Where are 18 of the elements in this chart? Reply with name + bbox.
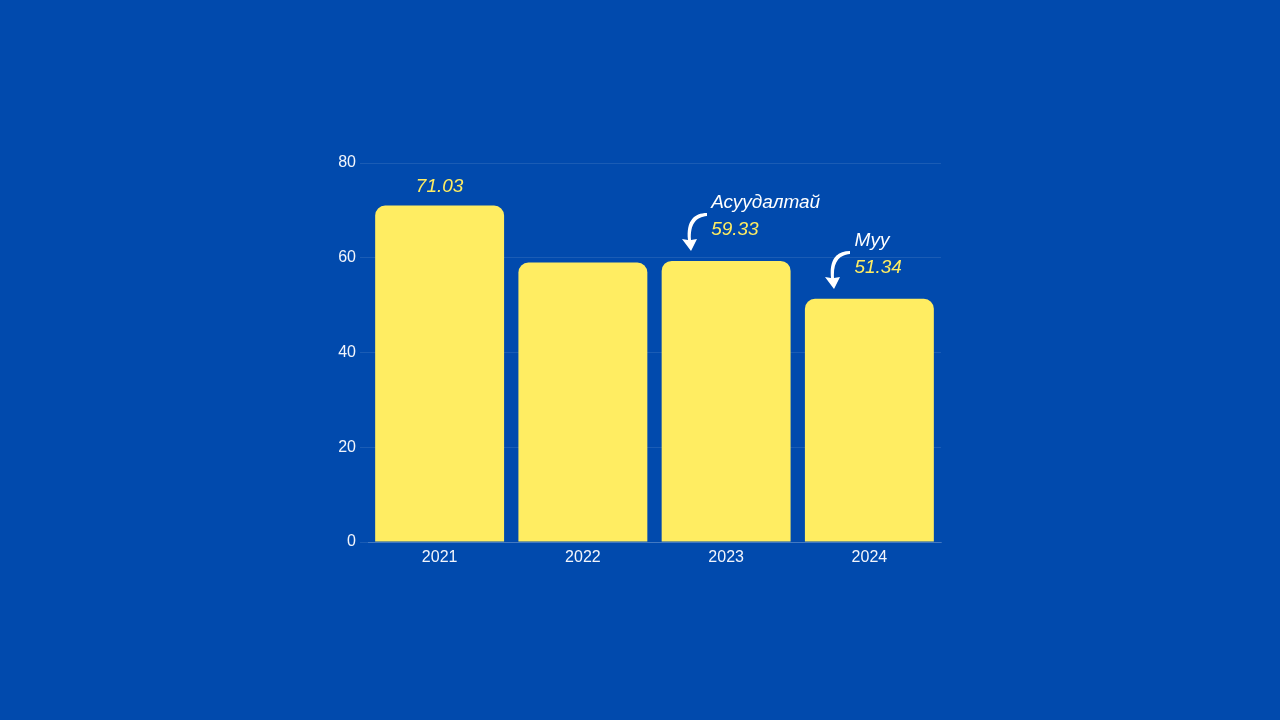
- y-tick-label: 60: [338, 248, 357, 266]
- data-label: 59.33: [711, 218, 760, 240]
- y-tick-label: 40: [338, 342, 357, 360]
- data-label: 71.03: [415, 174, 464, 196]
- y-tick-label: 0: [347, 532, 357, 550]
- x-tick-label: 2021: [421, 548, 458, 566]
- y-tick-label: 20: [338, 437, 357, 455]
- bar: [375, 205, 505, 542]
- annotation: Асуудалтай: [710, 191, 821, 213]
- data-label: 51.34: [854, 256, 902, 278]
- bar: [518, 262, 648, 542]
- annotation: Муу: [854, 229, 891, 251]
- y-tick-label: 80: [338, 153, 357, 171]
- bar: [661, 260, 791, 542]
- x-tick-label: 2022: [565, 548, 601, 566]
- x-tick-label: 2024: [851, 548, 888, 566]
- bar: [804, 298, 934, 542]
- x-tick-label: 2023: [708, 548, 745, 566]
